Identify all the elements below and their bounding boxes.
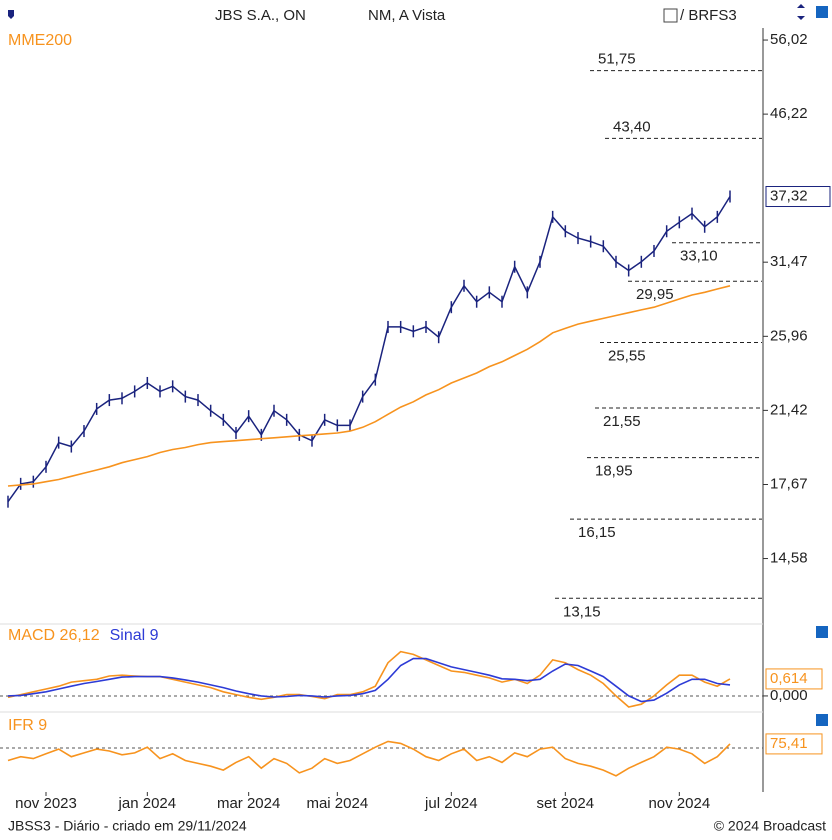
level-label: 51,75 [598,51,636,68]
x-tick-label: nov 2023 [15,795,77,812]
level-label: 33,10 [680,248,718,265]
legend-label: MME200 [8,32,72,49]
last-value-label: 75,41 [770,735,808,752]
y-tick-label: 14,58 [770,550,808,567]
last-value-box [765,733,823,755]
x-tick-label: jul 2024 [424,795,478,812]
series-line [7,657,731,703]
compare-checkbox[interactable] [663,8,678,23]
header-title: JBS S.A., ON [215,7,306,24]
y-tick-label: 21,42 [770,401,808,418]
popup-icon[interactable] [816,626,828,638]
y-tick-label: 17,67 [770,475,808,492]
series-line [7,650,731,708]
legend-label: Sinal 9 [110,627,159,644]
level-label: 25,55 [608,347,646,364]
menu-icon[interactable] [8,10,14,19]
last-value-box [765,668,823,690]
x-tick-label: jan 2024 [118,795,177,812]
scroll-icon[interactable] [797,4,805,20]
x-tick-label: mai 2024 [306,795,368,812]
y-tick-label: 25,96 [770,327,808,344]
footer-right: © 2024 Broadcast [714,818,826,834]
x-tick-label: mar 2024 [217,795,280,812]
last-value-box [765,186,831,208]
last-value-label: 37,32 [770,187,808,204]
level-label: 21,55 [603,413,641,430]
header-segment: NM, A Vista [368,7,446,24]
x-tick-label: nov 2024 [648,795,710,812]
x-tick-label: set 2024 [537,795,595,812]
y-tick-label: 0,000 [770,687,808,704]
series-line [7,740,731,777]
legend-label: IFR 9 [8,717,47,734]
series-line [7,196,731,503]
level-label: 18,95 [595,463,633,480]
level-label: 43,40 [613,118,651,135]
footer-left: JBSS3 - Diário - criado em 29/11/2024 [8,818,247,834]
level-label: 29,95 [636,286,674,303]
header-compare: / BRFS3 [680,7,737,24]
y-tick-label: 56,02 [770,31,808,48]
legend-label: MACD 26,12 [8,627,100,644]
series-line [7,285,731,487]
level-label: 13,15 [563,603,601,620]
popup-icon[interactable] [816,714,828,726]
level-label: 16,15 [578,524,616,541]
y-tick-label: 46,22 [770,105,808,122]
y-tick-label: 31,47 [770,253,808,270]
popup-icon[interactable] [816,6,828,18]
last-value-label: 0,614 [770,670,808,687]
